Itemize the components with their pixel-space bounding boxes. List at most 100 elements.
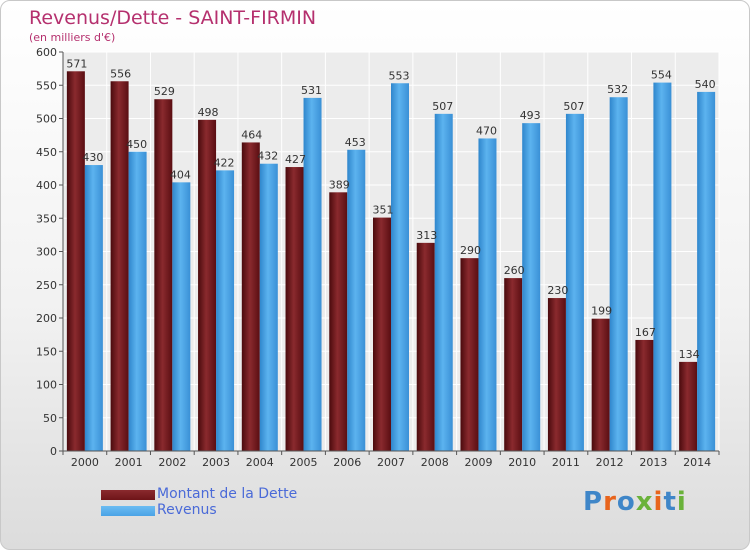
data-label: 404 bbox=[170, 168, 191, 181]
data-label: 290 bbox=[460, 244, 481, 257]
bar-revenus bbox=[697, 91, 716, 452]
y-tick-label: 450 bbox=[36, 146, 57, 159]
x-tick-label: 2006 bbox=[333, 456, 361, 469]
bar-revenus bbox=[478, 138, 497, 451]
y-tick-label: 0 bbox=[50, 445, 57, 458]
data-label: 571 bbox=[66, 57, 87, 70]
proxiti-logo: Proxiti bbox=[583, 487, 687, 517]
bar-dette bbox=[591, 318, 610, 451]
legend-swatch-revenus bbox=[101, 506, 155, 516]
x-tick-label: 2012 bbox=[596, 456, 624, 469]
data-label: 230 bbox=[547, 284, 568, 297]
data-label: 553 bbox=[389, 69, 410, 82]
x-tick-label: 2014 bbox=[683, 456, 711, 469]
data-label: 430 bbox=[82, 151, 103, 164]
bar-dette bbox=[198, 119, 217, 451]
data-labels-group: 571 430 556 450 529 404 498 422 464 432 427 531 389 4… bbox=[66, 57, 715, 361]
bar-revenus bbox=[653, 82, 672, 451]
data-label: 554 bbox=[651, 69, 672, 82]
data-label: 313 bbox=[416, 229, 437, 242]
y-tick-label: 600 bbox=[36, 46, 57, 59]
bar-dette bbox=[329, 192, 348, 451]
x-tick-label: 2004 bbox=[246, 456, 274, 469]
data-label: 498 bbox=[198, 106, 219, 119]
data-label: 199 bbox=[591, 305, 612, 318]
bar-revenus bbox=[303, 97, 322, 451]
data-label: 351 bbox=[373, 204, 394, 217]
bar-revenus bbox=[347, 149, 366, 451]
data-label: 493 bbox=[520, 109, 541, 122]
data-label: 556 bbox=[110, 67, 131, 80]
data-label: 540 bbox=[695, 78, 716, 91]
bar-dette bbox=[460, 258, 479, 451]
bar-revenus bbox=[84, 165, 103, 452]
y-tick-label: 200 bbox=[36, 312, 57, 325]
legend-swatch-dette bbox=[101, 490, 155, 500]
bar-dette bbox=[66, 71, 85, 451]
bar-revenus bbox=[259, 163, 278, 451]
bar-dette bbox=[416, 242, 435, 451]
data-label: 531 bbox=[301, 84, 322, 97]
x-tick-label: 2003 bbox=[202, 456, 230, 469]
bar-revenus bbox=[522, 123, 541, 451]
bar-revenus bbox=[434, 113, 453, 451]
y-tick-label: 250 bbox=[36, 279, 57, 292]
bar-dette bbox=[241, 142, 260, 451]
x-tick-label: 2002 bbox=[158, 456, 186, 469]
x-tick-label: 2007 bbox=[377, 456, 405, 469]
bar-revenus bbox=[128, 151, 147, 451]
y-tick-label: 550 bbox=[36, 79, 57, 92]
chart-subtitle: (en milliers d'€) bbox=[29, 31, 116, 44]
data-label: 422 bbox=[214, 156, 235, 169]
y-tick-label: 300 bbox=[36, 246, 57, 259]
x-tick-label: 2008 bbox=[421, 456, 449, 469]
data-label: 507 bbox=[563, 100, 584, 113]
bar-dette bbox=[373, 217, 391, 451]
bar-dette bbox=[154, 99, 173, 451]
x-tick-label: 2010 bbox=[508, 456, 536, 469]
data-label: 167 bbox=[635, 326, 656, 339]
data-label: 532 bbox=[607, 83, 628, 96]
y-tick-label: 150 bbox=[36, 345, 57, 358]
bar-dette bbox=[504, 278, 523, 451]
data-label: 389 bbox=[329, 178, 350, 191]
bar-dette bbox=[547, 298, 566, 451]
y-tick-label: 50 bbox=[43, 412, 57, 425]
chart-title: Revenus/Dette - SAINT-FIRMIN bbox=[29, 7, 317, 29]
data-label: 529 bbox=[154, 85, 175, 98]
bar-dette bbox=[285, 167, 304, 452]
data-label: 260 bbox=[504, 264, 525, 277]
y-tick-label: 500 bbox=[36, 113, 57, 126]
axes-group: 0 50 100 150 200 250 300 350 400 450 500 550 600 2000… bbox=[36, 46, 720, 469]
bar-revenus bbox=[172, 182, 191, 451]
x-tick-label: 2005 bbox=[290, 456, 318, 469]
data-label: 432 bbox=[257, 150, 278, 163]
data-label: 464 bbox=[241, 128, 262, 141]
bar-revenus bbox=[391, 83, 409, 451]
legend-label-revenus: Revenus bbox=[157, 502, 217, 518]
data-label: 470 bbox=[476, 124, 497, 137]
bar-dette bbox=[679, 361, 698, 451]
bar-revenus bbox=[216, 170, 235, 451]
data-label: 450 bbox=[126, 138, 147, 151]
data-label: 507 bbox=[432, 100, 453, 113]
bar-revenus bbox=[565, 113, 584, 451]
bar-dette bbox=[635, 339, 654, 451]
legend-label-dette: Montant de la Dette bbox=[157, 486, 298, 502]
bar-revenus bbox=[609, 97, 628, 451]
x-tick-label: 2009 bbox=[464, 456, 492, 469]
x-tick-label: 2011 bbox=[552, 456, 580, 469]
y-tick-label: 400 bbox=[36, 179, 57, 192]
data-label: 134 bbox=[679, 348, 700, 361]
data-label: 453 bbox=[345, 136, 366, 149]
bars-group bbox=[66, 71, 716, 452]
data-label: 427 bbox=[285, 153, 306, 166]
x-tick-label: 2013 bbox=[639, 456, 667, 469]
x-tick-label: 2001 bbox=[115, 456, 143, 469]
y-tick-label: 350 bbox=[36, 212, 57, 225]
x-tick-label: 2000 bbox=[71, 456, 99, 469]
y-tick-label: 100 bbox=[36, 379, 57, 392]
bar-dette bbox=[110, 81, 129, 451]
